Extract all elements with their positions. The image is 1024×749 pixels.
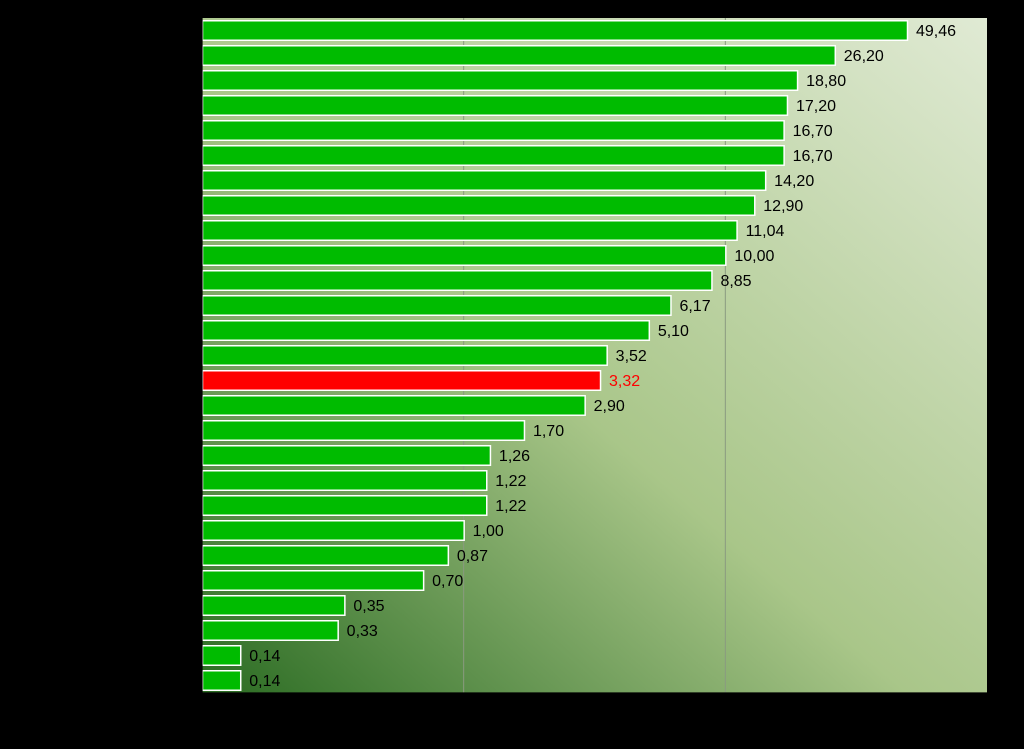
- value-label: 26,20: [844, 48, 884, 65]
- value-labels: 49,46 26,20 18,80 17,20 16,70 16,70 14,20 12,90…: [249, 23, 956, 690]
- value-label: 6,17: [679, 298, 710, 315]
- bar: [201, 120, 785, 141]
- value-label: 0,33: [347, 623, 378, 640]
- bar: [201, 170, 767, 191]
- bar: [201, 395, 586, 416]
- bar: [201, 45, 837, 66]
- bar: [201, 495, 488, 516]
- value-label: 3,52: [616, 348, 647, 365]
- value-label: 5,10: [658, 323, 689, 340]
- value-label: 12,90: [763, 198, 803, 215]
- bar-highlighted: [201, 370, 602, 391]
- value-label: 11,04: [746, 223, 785, 240]
- value-label: 0,14: [249, 673, 280, 690]
- value-label: 14,20: [774, 173, 814, 190]
- bar: [201, 545, 450, 566]
- value-label: 10,00: [734, 248, 774, 265]
- value-label: 1,22: [495, 498, 526, 515]
- value-label: 16,70: [793, 123, 833, 140]
- value-label: 1,70: [533, 423, 564, 440]
- bar: [201, 345, 608, 366]
- value-label: 1,26: [499, 448, 530, 465]
- value-label: 3,32: [609, 373, 640, 390]
- bar: [201, 470, 488, 491]
- bar: [201, 570, 425, 591]
- value-label: 1,00: [473, 523, 504, 540]
- value-label: 0,14: [249, 648, 280, 665]
- value-label: 16,70: [793, 148, 833, 165]
- bar: [201, 595, 346, 616]
- bar: [201, 220, 738, 241]
- bar: [201, 95, 789, 116]
- axes: [197, 16, 988, 701]
- bar: [201, 70, 799, 91]
- value-label: 0,87: [457, 548, 488, 565]
- value-label: 0,35: [353, 598, 384, 615]
- bar: [201, 645, 242, 666]
- value-label: 17,20: [796, 98, 836, 115]
- bar: [201, 520, 465, 541]
- bars: [201, 20, 909, 691]
- bar: [201, 620, 339, 641]
- value-label: 0,70: [432, 573, 463, 590]
- value-label: 18,80: [806, 73, 846, 90]
- value-label: 8,85: [720, 273, 751, 290]
- value-label: 2,90: [594, 398, 625, 415]
- bar: [201, 320, 651, 341]
- value-label: 49,46: [916, 23, 956, 40]
- bar: [201, 420, 526, 441]
- bar: [201, 270, 713, 291]
- bar: [201, 670, 242, 691]
- bar: [201, 295, 672, 316]
- bar: [201, 20, 909, 41]
- value-label: 1,22: [495, 473, 526, 490]
- bar: [201, 245, 727, 266]
- bar: [201, 195, 756, 216]
- bar: [201, 445, 492, 466]
- bar: [201, 145, 785, 166]
